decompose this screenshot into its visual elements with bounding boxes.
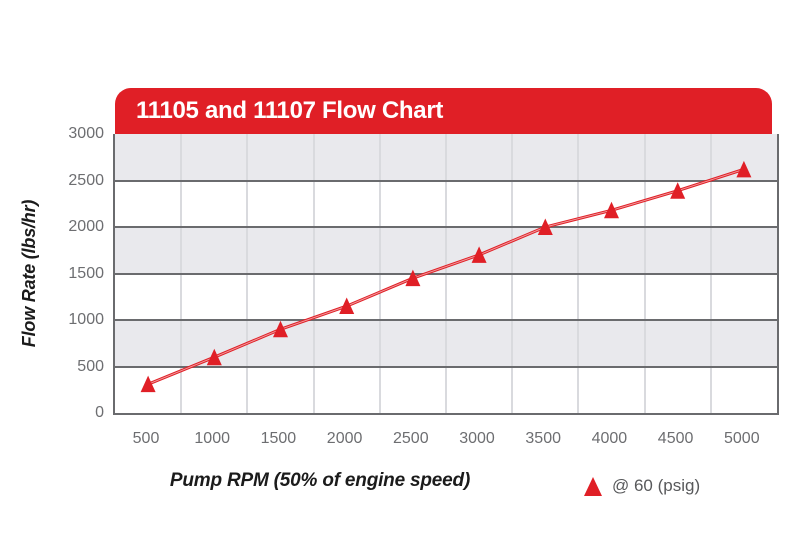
data-point-triangle [670,182,686,199]
horizontal-gridline [115,365,777,368]
triangle-marker-icon [584,476,602,496]
x-axis-title: Pump RPM (50% of engine speed) [169,470,471,491]
y-tick-label: 2500 [68,171,104,189]
y-tick-label: 3000 [68,125,104,142]
y-tick-label: 1500 [68,264,104,282]
legend-label: @ 60 (psig) [612,476,701,495]
data-point-triangle [140,375,156,393]
flow-rate-series-line [140,160,752,393]
y-tick-label: 1000 [68,311,104,328]
x-tick-label: 2500 [393,430,429,447]
x-tick-label: 3000 [459,430,495,447]
x-tick-label: 3500 [525,430,561,447]
horizontal-gridline [115,179,777,182]
data-point-triangle [736,160,752,178]
data-point-triangle [273,320,288,338]
chart-title-bar: 11105 and 11107 Flow Chart [115,88,772,134]
data-point-triangle [604,201,619,219]
x-tick-label: 1000 [194,430,230,447]
y-tick-label: 2000 [68,218,104,235]
plot-area [113,134,779,415]
x-tick-label: 4000 [591,430,628,447]
x-tick-label: 500 [132,430,160,447]
data-point-triangle [471,246,487,263]
x-tick-label: 4500 [657,430,694,447]
horizontal-gridline [115,226,777,228]
x-tick-label: 1500 [260,430,297,447]
data-point-triangle [206,348,222,366]
horizontal-gridline [115,272,777,275]
x-tick-label: 5000 [724,430,760,447]
legend: @ 60 (psig) [584,476,700,496]
horizontal-gridline [115,319,777,321]
data-point-triangle [405,269,421,287]
x-tick-label: 2000 [326,430,363,447]
y-tick-label: 0 [95,404,104,421]
data-point-triangle [537,218,553,235]
y-tick-label: 500 [77,357,104,375]
data-point-triangle [339,297,355,315]
chart-title: 11105 and 11107 Flow Chart [136,97,444,124]
